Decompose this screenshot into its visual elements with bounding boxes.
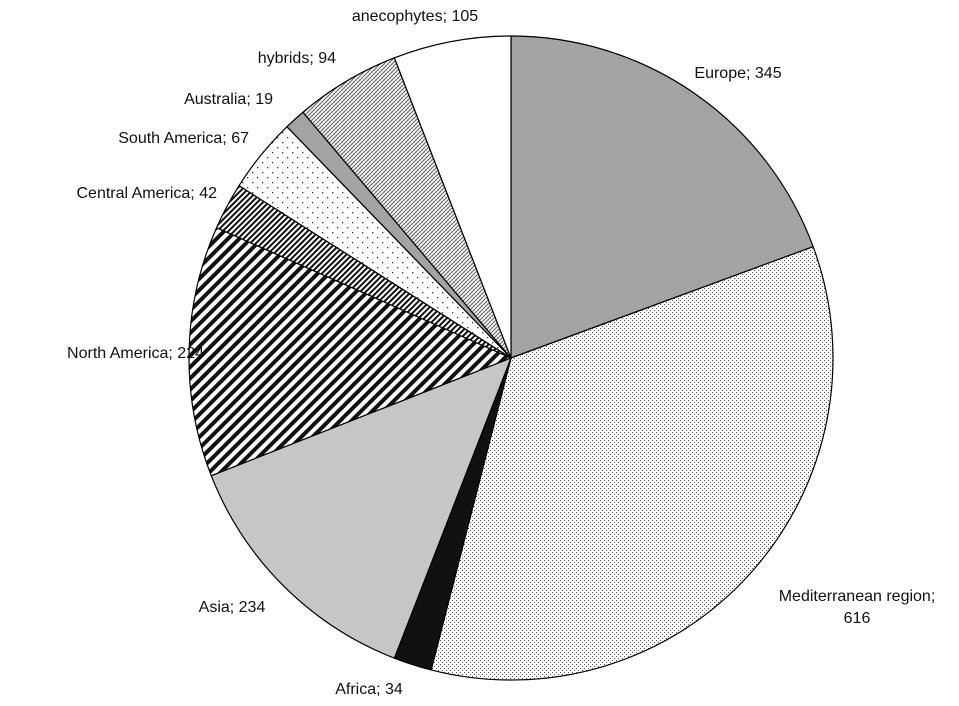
pie-slice-anecophytes xyxy=(393,35,512,359)
slice-label-anecophytes: anecophytes; 105 xyxy=(352,8,478,25)
pie-slice-asia xyxy=(210,357,512,659)
slice-label-mediterranean-region: Mediterranean region; 616 xyxy=(779,588,936,627)
slice-label-south-america: South America; 67 xyxy=(118,130,249,147)
pie-slices xyxy=(188,35,834,681)
slice-label-central-america: Central America; 42 xyxy=(76,185,217,202)
slice-labels: Europe; 345 Mediterranean region; 616 Afric… xyxy=(67,8,935,698)
slice-label-africa: Africa; 34 xyxy=(335,681,403,698)
pie-slice-europe xyxy=(510,35,814,359)
pie-slice-north-america xyxy=(188,227,512,477)
pie-slice-mediterranean-region xyxy=(430,246,834,681)
slice-label-hybrids: hybrids; 94 xyxy=(258,50,336,67)
slice-label-europe: Europe; 345 xyxy=(694,65,781,82)
slice-label-australia: Australia; 19 xyxy=(184,91,273,108)
slice-label-north-america: North America; 224 xyxy=(67,345,204,362)
slice-label-asia: Asia; 234 xyxy=(199,599,266,616)
